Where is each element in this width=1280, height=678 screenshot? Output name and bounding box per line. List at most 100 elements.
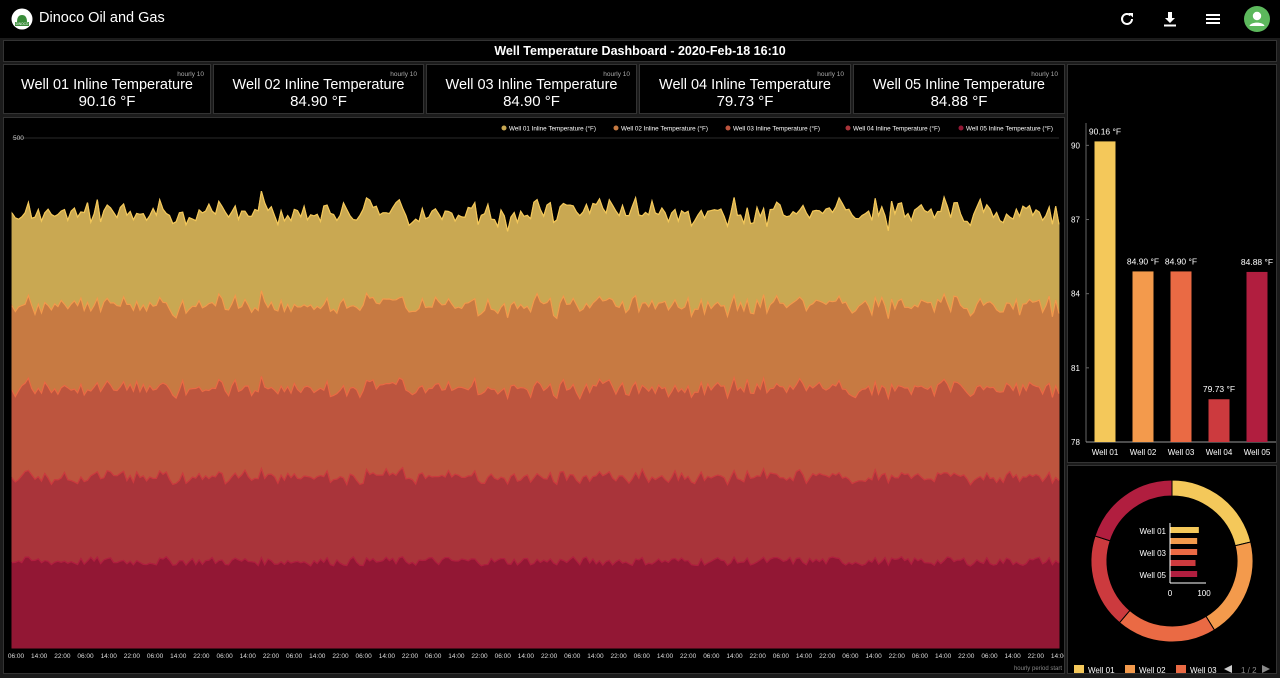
kpi-value: 79.73 °F — [716, 93, 774, 110]
inner-bar-4 — [1170, 560, 1196, 566]
bar-5 — [1246, 271, 1268, 442]
legend-label: Well 03 — [1190, 666, 1217, 673]
legend-prev-page-icon[interactable] — [1224, 665, 1232, 673]
x-tick-label: 22:00 — [471, 653, 488, 660]
stacked-area-chart-panel: 12525037550006:0014:0022:0006:0014:0022:… — [3, 117, 1068, 674]
bar-data-label: 79.73 °F — [1203, 384, 1235, 394]
inner-bar-label: Well 03 — [1139, 549, 1166, 558]
legend-label: Well 02 Inline Temperature (°F) — [621, 125, 708, 133]
legend-swatch — [1176, 665, 1186, 675]
x-tick-label: 06:00 — [147, 653, 164, 660]
legend-label: Well 02 — [1139, 666, 1166, 673]
x-tick-label: 14:00 — [587, 653, 604, 660]
donut-slice-2 — [1205, 541, 1254, 631]
donut-slice-5 — [1094, 479, 1173, 542]
kpi-well-01: hourly 10 Well 01 Inline Temperature 90.… — [3, 64, 211, 114]
x-tick-label: 06:00 — [356, 653, 373, 660]
kpi-well-05: hourly 10 Well 05 Inline Temperature 84.… — [853, 64, 1065, 114]
x-tick-label: 06:00 — [634, 653, 651, 660]
x-tick-label: 22:00 — [402, 653, 419, 660]
kpi-value: 84.90 °F — [290, 93, 347, 110]
x-tick-label: 06:00 — [286, 653, 303, 660]
x-tick-label: Well 02 — [1130, 448, 1157, 457]
x-tick-label: 14:00 — [726, 653, 743, 660]
x-tick-label: 06:00 — [495, 653, 512, 660]
svg-text:DINOCO: DINOCO — [16, 22, 29, 26]
donut-slice-1 — [1171, 479, 1252, 547]
kpi-value: 84.90 °F — [503, 93, 560, 110]
x-tick-label: 22:00 — [193, 653, 210, 660]
legend-label: Well 05 Inline Temperature (°F) — [966, 125, 1053, 133]
user-icon — [1249, 11, 1265, 26]
x-tick-label: Well 01 — [1092, 448, 1119, 457]
kpi-interval: hourly 10 — [817, 71, 844, 78]
x-tick-label: 14:00 — [240, 653, 257, 660]
x-tick-label: 06:00 — [8, 653, 25, 660]
x-tick-label: 22:00 — [541, 653, 558, 660]
user-avatar-button[interactable] — [1244, 6, 1270, 32]
x-tick-label: 06:00 — [912, 653, 929, 660]
kpi-interval: hourly 10 — [390, 71, 417, 78]
legend-swatch — [958, 125, 964, 131]
donut-slice-4 — [1090, 535, 1131, 624]
x-tick-label: 22:00 — [819, 653, 836, 660]
x-tick-label: 14:00 — [309, 653, 326, 660]
x-tick-label: 14:00 — [1051, 653, 1064, 660]
kpi-value: 84.88 °F — [930, 93, 988, 110]
x-tick-label: 22:00 — [889, 653, 906, 660]
legend-swatch — [1074, 665, 1084, 675]
x-tick-label: 14:00 — [796, 653, 813, 660]
x-tick-label: 22:00 — [263, 653, 280, 660]
x-tick-label: Well 05 — [1244, 448, 1271, 457]
area-series-5 — [11, 556, 1060, 649]
area-series-line — [11, 375, 1060, 401]
kpi-well-02: hourly 10 Well 02 Inline Temperature 84.… — [213, 64, 424, 114]
x-tick-label: 06:00 — [773, 653, 790, 660]
bar-data-label: 84.90 °F — [1127, 256, 1159, 266]
kpi-value: 90.16 °F — [78, 93, 136, 110]
refresh-icon[interactable] — [1117, 9, 1137, 29]
download-icon[interactable] — [1160, 9, 1180, 29]
area-series-line — [11, 190, 1060, 232]
kpi-label: Well 05 Inline Temperature — [873, 77, 1045, 93]
kpi-label: Well 01 Inline Temperature — [21, 77, 193, 93]
app-title: Dinoco Oil and Gas — [39, 10, 165, 26]
inner-bar-2 — [1170, 538, 1198, 544]
inner-tick-label: 0 — [1168, 589, 1173, 598]
menu-icon[interactable] — [1203, 9, 1223, 29]
bar-chart-panel: 78 81 84 87 90 90.16 °F Well 01 84.90 °F Well 02… — [1067, 64, 1277, 463]
x-tick-label: 06:00 — [703, 653, 720, 660]
legend-page-indicator: 1 / 2 — [1241, 666, 1257, 673]
y-tick-label: 500 — [13, 135, 24, 142]
inner-bar-3 — [1170, 549, 1198, 555]
y-tick-label: 90 — [1071, 141, 1080, 150]
x-tick-label: 22:00 — [750, 653, 767, 660]
x-tick-label: 22:00 — [124, 653, 141, 660]
x-tick-label: 14:00 — [170, 653, 187, 660]
y-tick-label: 87 — [1071, 216, 1080, 225]
x-tick-label: 06:00 — [981, 653, 998, 660]
legend-swatch — [613, 125, 619, 131]
kpi-well-03: hourly 10 Well 03 Inline Temperature 84.… — [426, 64, 637, 114]
inner-bar-label: Well 01 — [1139, 527, 1166, 536]
x-tick-label: Well 04 — [1206, 448, 1233, 457]
kpi-label: Well 04 Inline Temperature — [659, 77, 831, 93]
legend-next-page-icon[interactable] — [1262, 665, 1270, 673]
x-tick-label: 14:00 — [448, 653, 465, 660]
inner-bar-5 — [1170, 571, 1198, 577]
kpi-interval: hourly 10 — [603, 71, 630, 78]
inner-bar-1 — [1170, 527, 1199, 533]
x-tick-label: 06:00 — [842, 653, 859, 660]
kpi-interval: hourly 10 — [1031, 71, 1058, 78]
x-tick-label: 06:00 — [425, 653, 442, 660]
x-tick-label: 22:00 — [1028, 653, 1045, 660]
x-tick-label: 14:00 — [518, 653, 535, 660]
dashboard-title: Well Temperature Dashboard - 2020-Feb-18… — [3, 40, 1277, 62]
legend-swatch — [1125, 665, 1135, 675]
legend-label: Well 01 Inline Temperature (°F) — [509, 125, 596, 133]
legend-label: Well 01 — [1088, 666, 1115, 673]
x-axis-label: hourly period start — [1014, 666, 1062, 672]
legend-label: Well 03 Inline Temperature (°F) — [733, 125, 820, 133]
top-bar: DINOCO Dinoco Oil and Gas — [0, 0, 1280, 38]
x-tick-label: 14:00 — [935, 653, 952, 660]
